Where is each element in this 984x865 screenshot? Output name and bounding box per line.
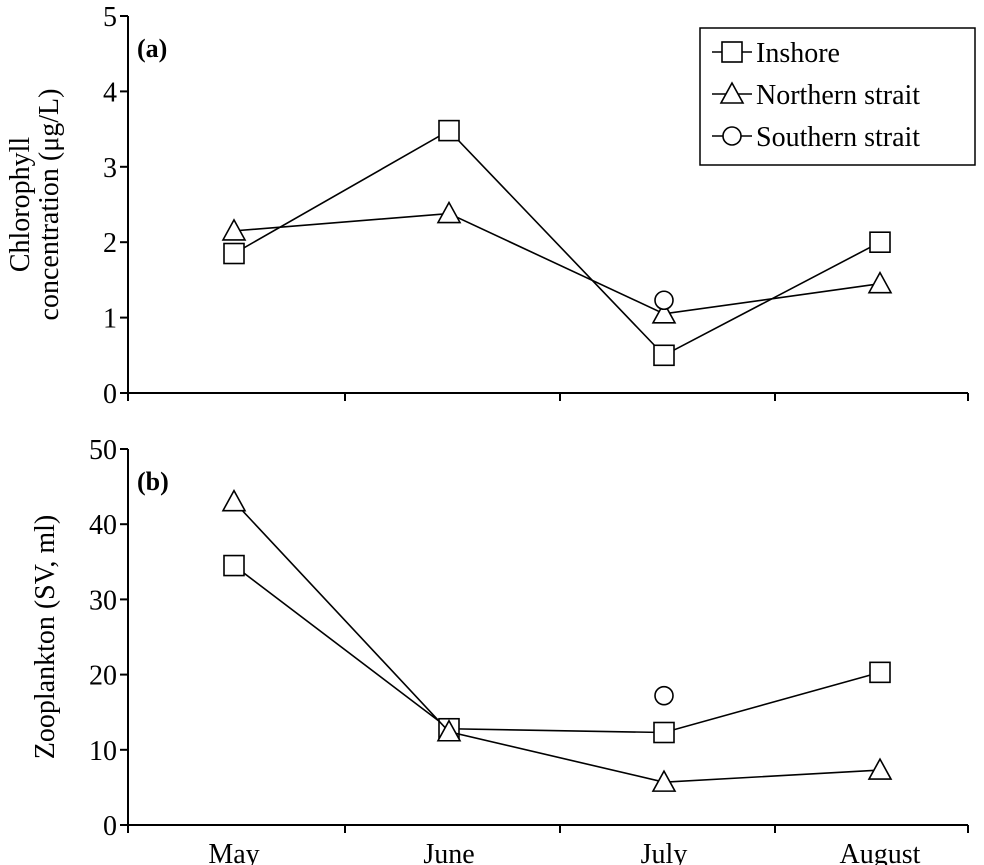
series-inshore	[223, 554, 891, 744]
legend-box	[699, 27, 976, 166]
y-tick-label: 4	[103, 77, 117, 108]
data-point	[221, 218, 247, 241]
data-point	[651, 301, 677, 324]
series-northern-strait	[221, 200, 893, 324]
data-point	[223, 554, 245, 577]
data-point	[867, 271, 893, 294]
legend: Inshore Northern strait Southern strait	[699, 27, 976, 166]
y-tick-label: 40	[89, 510, 117, 541]
legend-marker	[721, 41, 743, 63]
data-point	[436, 200, 462, 224]
legend-marker	[722, 126, 742, 146]
data-point	[654, 685, 674, 706]
data-point	[653, 721, 675, 744]
data-point	[654, 290, 674, 311]
data-point	[221, 488, 247, 512]
x-tick-label: August	[840, 839, 921, 865]
data-point	[867, 757, 893, 780]
x-tick-label: May	[208, 839, 259, 865]
panel-label: (a)	[137, 34, 167, 63]
y-tick-label: 10	[89, 736, 117, 767]
panel-label: (b)	[137, 467, 169, 496]
data-point	[651, 769, 677, 792]
series-line	[233, 564, 881, 734]
y-tick-label: 1	[103, 304, 117, 335]
y-axis-title: Zooplankton (SV, ml)	[30, 515, 61, 759]
y-tick-label: 20	[89, 661, 117, 692]
data-point	[869, 661, 891, 684]
y-tick-label: 50	[89, 435, 117, 466]
y-tick-label: 0	[103, 379, 117, 410]
series-line	[233, 212, 881, 315]
panel-b: 0 10 20 30 40 50 May June July August Zooplankton …	[30, 435, 969, 865]
data-point	[438, 119, 460, 142]
y-tick-label: 2	[103, 228, 117, 259]
legend-marker	[719, 81, 745, 104]
series-southern-strait	[654, 685, 674, 706]
data-point	[653, 344, 675, 367]
series-northern-strait	[221, 488, 893, 792]
y-tick-label: 5	[103, 2, 117, 33]
y-axis-title: Chlorophyll	[5, 137, 36, 273]
data-point	[223, 242, 245, 265]
y-tick-label: 3	[103, 153, 117, 184]
x-tick-label: June	[423, 839, 474, 865]
legend-entry: Inshore	[756, 38, 840, 69]
y-tick-label: 0	[103, 811, 117, 842]
data-point	[869, 231, 891, 253]
x-tick-label: July	[641, 839, 688, 865]
legend-entry: Southern strait	[756, 122, 920, 153]
data-point	[436, 719, 462, 742]
y-axis-title: concentration (μg/L)	[34, 89, 65, 321]
y-tick-label: 30	[89, 585, 117, 616]
series-southern-strait	[654, 290, 674, 311]
series-line	[233, 501, 881, 783]
legend-entry: Northern strait	[756, 80, 920, 111]
